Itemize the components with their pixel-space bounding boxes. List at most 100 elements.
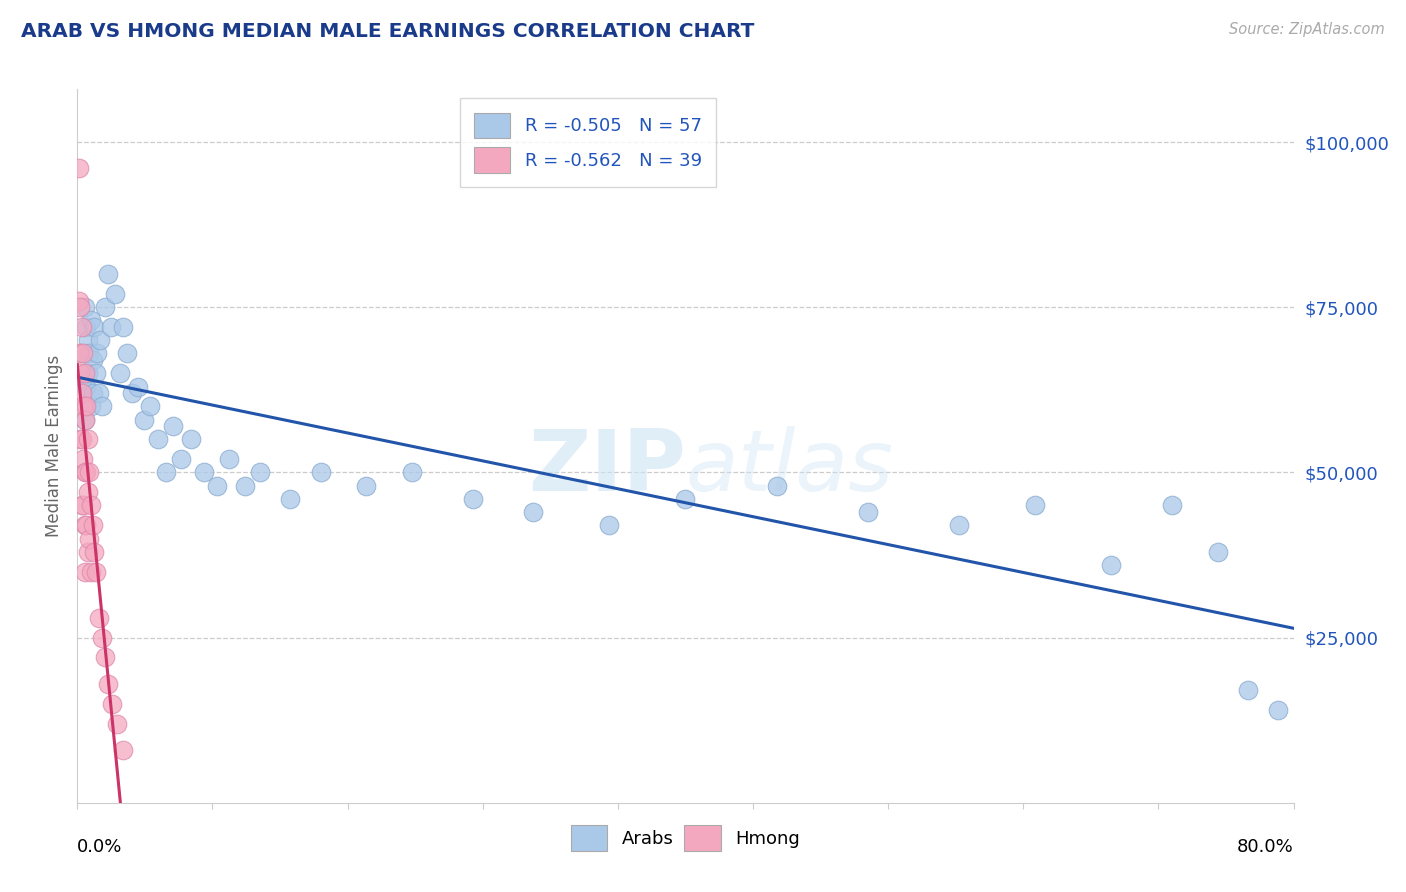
- Point: [77, 333, 100, 347]
- Text: 80.0%: 80.0%: [1237, 838, 1294, 855]
- Legend: Arabs, Hmong: Arabs, Hmong: [564, 818, 807, 858]
- Point: [84, 565, 107, 579]
- Point: [72, 373, 94, 387]
- Point: [73, 412, 96, 426]
- Point: [93, 650, 115, 665]
- Point: [97, 677, 120, 691]
- Point: [67, 346, 90, 360]
- Point: [139, 400, 162, 414]
- Point: [77, 433, 100, 447]
- Point: [82, 353, 104, 368]
- Point: [70, 320, 93, 334]
- Point: [73, 565, 96, 579]
- Point: [461, 491, 484, 506]
- Point: [69, 433, 91, 447]
- Y-axis label: Median Male Earnings: Median Male Earnings: [45, 355, 63, 537]
- Point: [1237, 683, 1260, 698]
- Point: [90, 631, 112, 645]
- Point: [75, 518, 97, 533]
- Point: [155, 466, 177, 480]
- Point: [1161, 499, 1184, 513]
- Point: [83, 545, 105, 559]
- Point: [121, 386, 143, 401]
- Point: [77, 545, 100, 559]
- Point: [80, 565, 103, 579]
- Point: [765, 478, 787, 492]
- Point: [70, 499, 93, 513]
- Point: [69, 367, 91, 381]
- Point: [111, 743, 134, 757]
- Point: [73, 518, 96, 533]
- Point: [127, 379, 149, 393]
- Point: [70, 346, 93, 360]
- Point: [79, 532, 101, 546]
- Point: [69, 300, 91, 314]
- Point: [72, 499, 94, 513]
- Point: [100, 320, 122, 334]
- Point: [111, 320, 134, 334]
- Point: [522, 505, 544, 519]
- Point: [218, 452, 240, 467]
- Point: [101, 697, 124, 711]
- Point: [75, 466, 97, 480]
- Point: [1267, 703, 1289, 717]
- Point: [73, 412, 96, 426]
- Point: [70, 386, 93, 401]
- Point: [67, 161, 90, 176]
- Point: [309, 466, 332, 480]
- Point: [79, 346, 101, 360]
- Point: [67, 293, 90, 308]
- Point: [80, 400, 103, 414]
- Point: [86, 346, 108, 360]
- Point: [104, 287, 127, 301]
- Point: [72, 452, 94, 467]
- Point: [278, 491, 301, 506]
- Point: [70, 433, 93, 447]
- Point: [80, 499, 103, 513]
- Point: [82, 386, 104, 401]
- Point: [401, 466, 423, 480]
- Text: Source: ZipAtlas.com: Source: ZipAtlas.com: [1229, 22, 1385, 37]
- Point: [89, 333, 111, 347]
- Point: [233, 478, 256, 492]
- Point: [170, 452, 193, 467]
- Point: [72, 400, 94, 414]
- Point: [675, 491, 697, 506]
- Point: [856, 505, 879, 519]
- Point: [77, 485, 100, 500]
- Point: [80, 313, 103, 327]
- Point: [75, 379, 97, 393]
- Point: [1099, 558, 1122, 572]
- Text: atlas: atlas: [686, 425, 893, 509]
- Point: [72, 346, 94, 360]
- Point: [75, 400, 97, 414]
- Point: [97, 267, 120, 281]
- Point: [205, 478, 228, 492]
- Point: [84, 367, 107, 381]
- Point: [180, 433, 202, 447]
- Point: [948, 518, 970, 533]
- Point: [193, 466, 215, 480]
- Point: [82, 518, 104, 533]
- Point: [162, 419, 184, 434]
- Text: ZIP: ZIP: [527, 425, 686, 509]
- Text: ARAB VS HMONG MEDIAN MALE EARNINGS CORRELATION CHART: ARAB VS HMONG MEDIAN MALE EARNINGS CORRE…: [21, 22, 755, 41]
- Point: [87, 611, 110, 625]
- Point: [1206, 545, 1229, 559]
- Text: 0.0%: 0.0%: [77, 838, 122, 855]
- Point: [117, 346, 139, 360]
- Point: [108, 367, 131, 381]
- Point: [598, 518, 620, 533]
- Point: [90, 400, 112, 414]
- Point: [146, 433, 169, 447]
- Point: [73, 466, 96, 480]
- Point: [249, 466, 271, 480]
- Point: [105, 716, 128, 731]
- Point: [354, 478, 377, 492]
- Point: [83, 320, 105, 334]
- Point: [79, 466, 101, 480]
- Point: [93, 300, 115, 314]
- Point: [134, 412, 156, 426]
- Point: [73, 367, 96, 381]
- Point: [77, 367, 100, 381]
